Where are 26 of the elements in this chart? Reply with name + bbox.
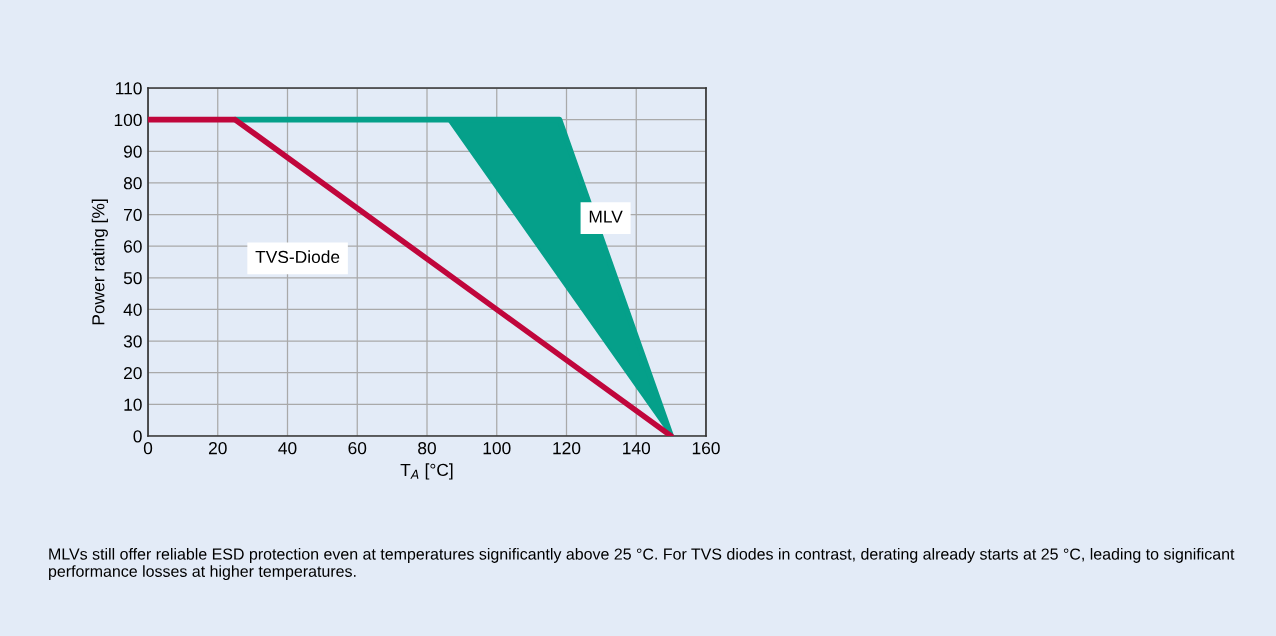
y-tick-label: 90 (123, 145, 142, 158)
x-axis-title: T$_{A}$ [°C] (400, 463, 453, 480)
y-tick-label: 80 (123, 177, 142, 190)
y-tick-label: 50 (123, 271, 142, 285)
x-tick-label: 160 (692, 442, 720, 455)
y-tick-label: 110 (116, 82, 142, 95)
x-tick-label: 120 (553, 442, 581, 455)
y-tick-label: 20 (124, 366, 142, 380)
y-tick-label: 0 (133, 430, 142, 443)
x-tick-label: 0 (143, 442, 153, 455)
series-label: MLV (589, 210, 623, 223)
x-tick-label: 80 (418, 442, 436, 455)
x-tick-label: 60 (348, 442, 367, 455)
y-tick-label: 10 (124, 398, 142, 411)
y-tick-label: 40 (123, 303, 142, 316)
x-tick-label: 140 (623, 442, 651, 455)
x-tick-label: 20 (208, 442, 227, 455)
y-tick-label: 30 (123, 335, 142, 348)
text: MLVs still offer reliable ESD protection even at temperatures significantly above 25 °C. For TVS diodes in contrast, derating already starts at 25 °C, leading to significant performance losses at higher temperatures. (49, 548, 1235, 581)
y-axis-title: Power rating [%] (91, 199, 108, 325)
y-tick-label: 70 (124, 208, 142, 222)
y-tick-label: 100 (114, 113, 142, 127)
x-tick-label: 100 (483, 442, 511, 455)
y-tick-label: 60 (124, 240, 142, 253)
x-tick-label: 40 (278, 442, 297, 455)
text: TVS-Diode (255, 250, 340, 264)
